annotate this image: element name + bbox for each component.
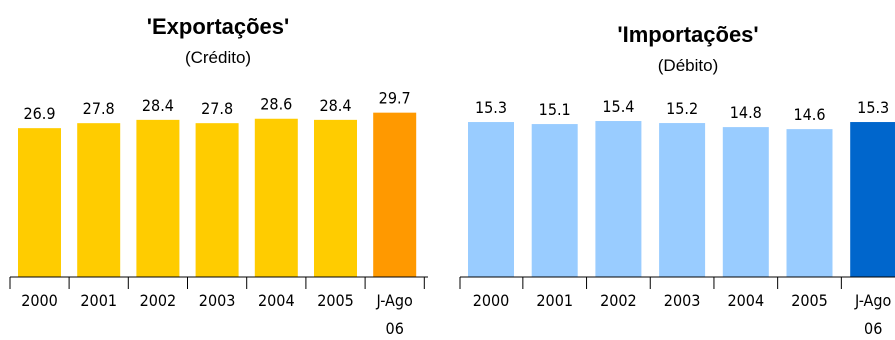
import-value-label: 15.2 — [666, 99, 698, 118]
import-category-label: 06 — [864, 319, 882, 338]
import-bar — [850, 122, 895, 278]
import-category-label: 2000 — [473, 291, 510, 310]
import-bar — [595, 121, 642, 278]
export-value-label: 27.8 — [201, 99, 233, 118]
export-bar — [195, 123, 239, 277]
import-category-label: J-Ago — [854, 291, 892, 310]
export-category-label: 06 — [386, 319, 404, 338]
export-value-label: 28.6 — [260, 95, 292, 114]
export-category-label: 2005 — [317, 291, 354, 310]
export-category-label: 2002 — [140, 291, 177, 310]
import-bar — [722, 127, 769, 277]
export-bar — [373, 112, 417, 277]
export-value-label: 26.9 — [23, 104, 55, 123]
export-bar — [136, 119, 180, 277]
import-bar — [786, 129, 833, 277]
import-value-label: 15.3 — [475, 98, 507, 117]
import-bar — [468, 122, 514, 278]
import-category-label: 2005 — [791, 291, 828, 310]
export-bar — [77, 123, 121, 277]
import-value-label: 15.1 — [539, 100, 571, 119]
export-chart-title: 'Exportações' — [147, 14, 290, 39]
import-value-label: 15.3 — [857, 98, 889, 117]
export-chart: 'Exportações' (Crédito) 26.9 27.8 28.4 27.8 28… — [9, 14, 428, 338]
import-value-label: 14.6 — [793, 105, 825, 124]
export-bar — [314, 119, 357, 277]
import-category-label: 2003 — [664, 291, 701, 310]
export-bar — [18, 128, 61, 277]
import-category-label: 2002 — [600, 291, 637, 310]
export-category-label: 2000 — [21, 291, 58, 310]
export-category-label: 2003 — [199, 291, 236, 310]
import-value-label: 15.4 — [602, 97, 634, 116]
export-value-label: 29.7 — [379, 89, 411, 108]
export-value-label: 28.4 — [319, 96, 351, 115]
import-category-label: 2004 — [727, 291, 764, 310]
export-chart-subtitle: (Crédito) — [185, 48, 251, 67]
export-bar — [254, 118, 298, 277]
export-value-label: 27.8 — [83, 99, 115, 118]
export-category-label: 2001 — [80, 291, 117, 310]
import-bar — [531, 124, 578, 277]
import-chart-title: 'Importações' — [617, 22, 758, 47]
import-chart-subtitle: (Débito) — [658, 56, 718, 75]
import-bar — [659, 123, 706, 277]
export-value-label: 28.4 — [142, 96, 174, 115]
export-category-label: 2004 — [258, 291, 295, 310]
export-category-label: J-Ago — [376, 291, 414, 310]
import-value-label: 14.8 — [730, 103, 762, 122]
import-chart: 'Importações' (Débito) 15.3 15.1 15.4 15.2 14.… — [459, 22, 895, 338]
import-category-label: 2001 — [536, 291, 573, 310]
